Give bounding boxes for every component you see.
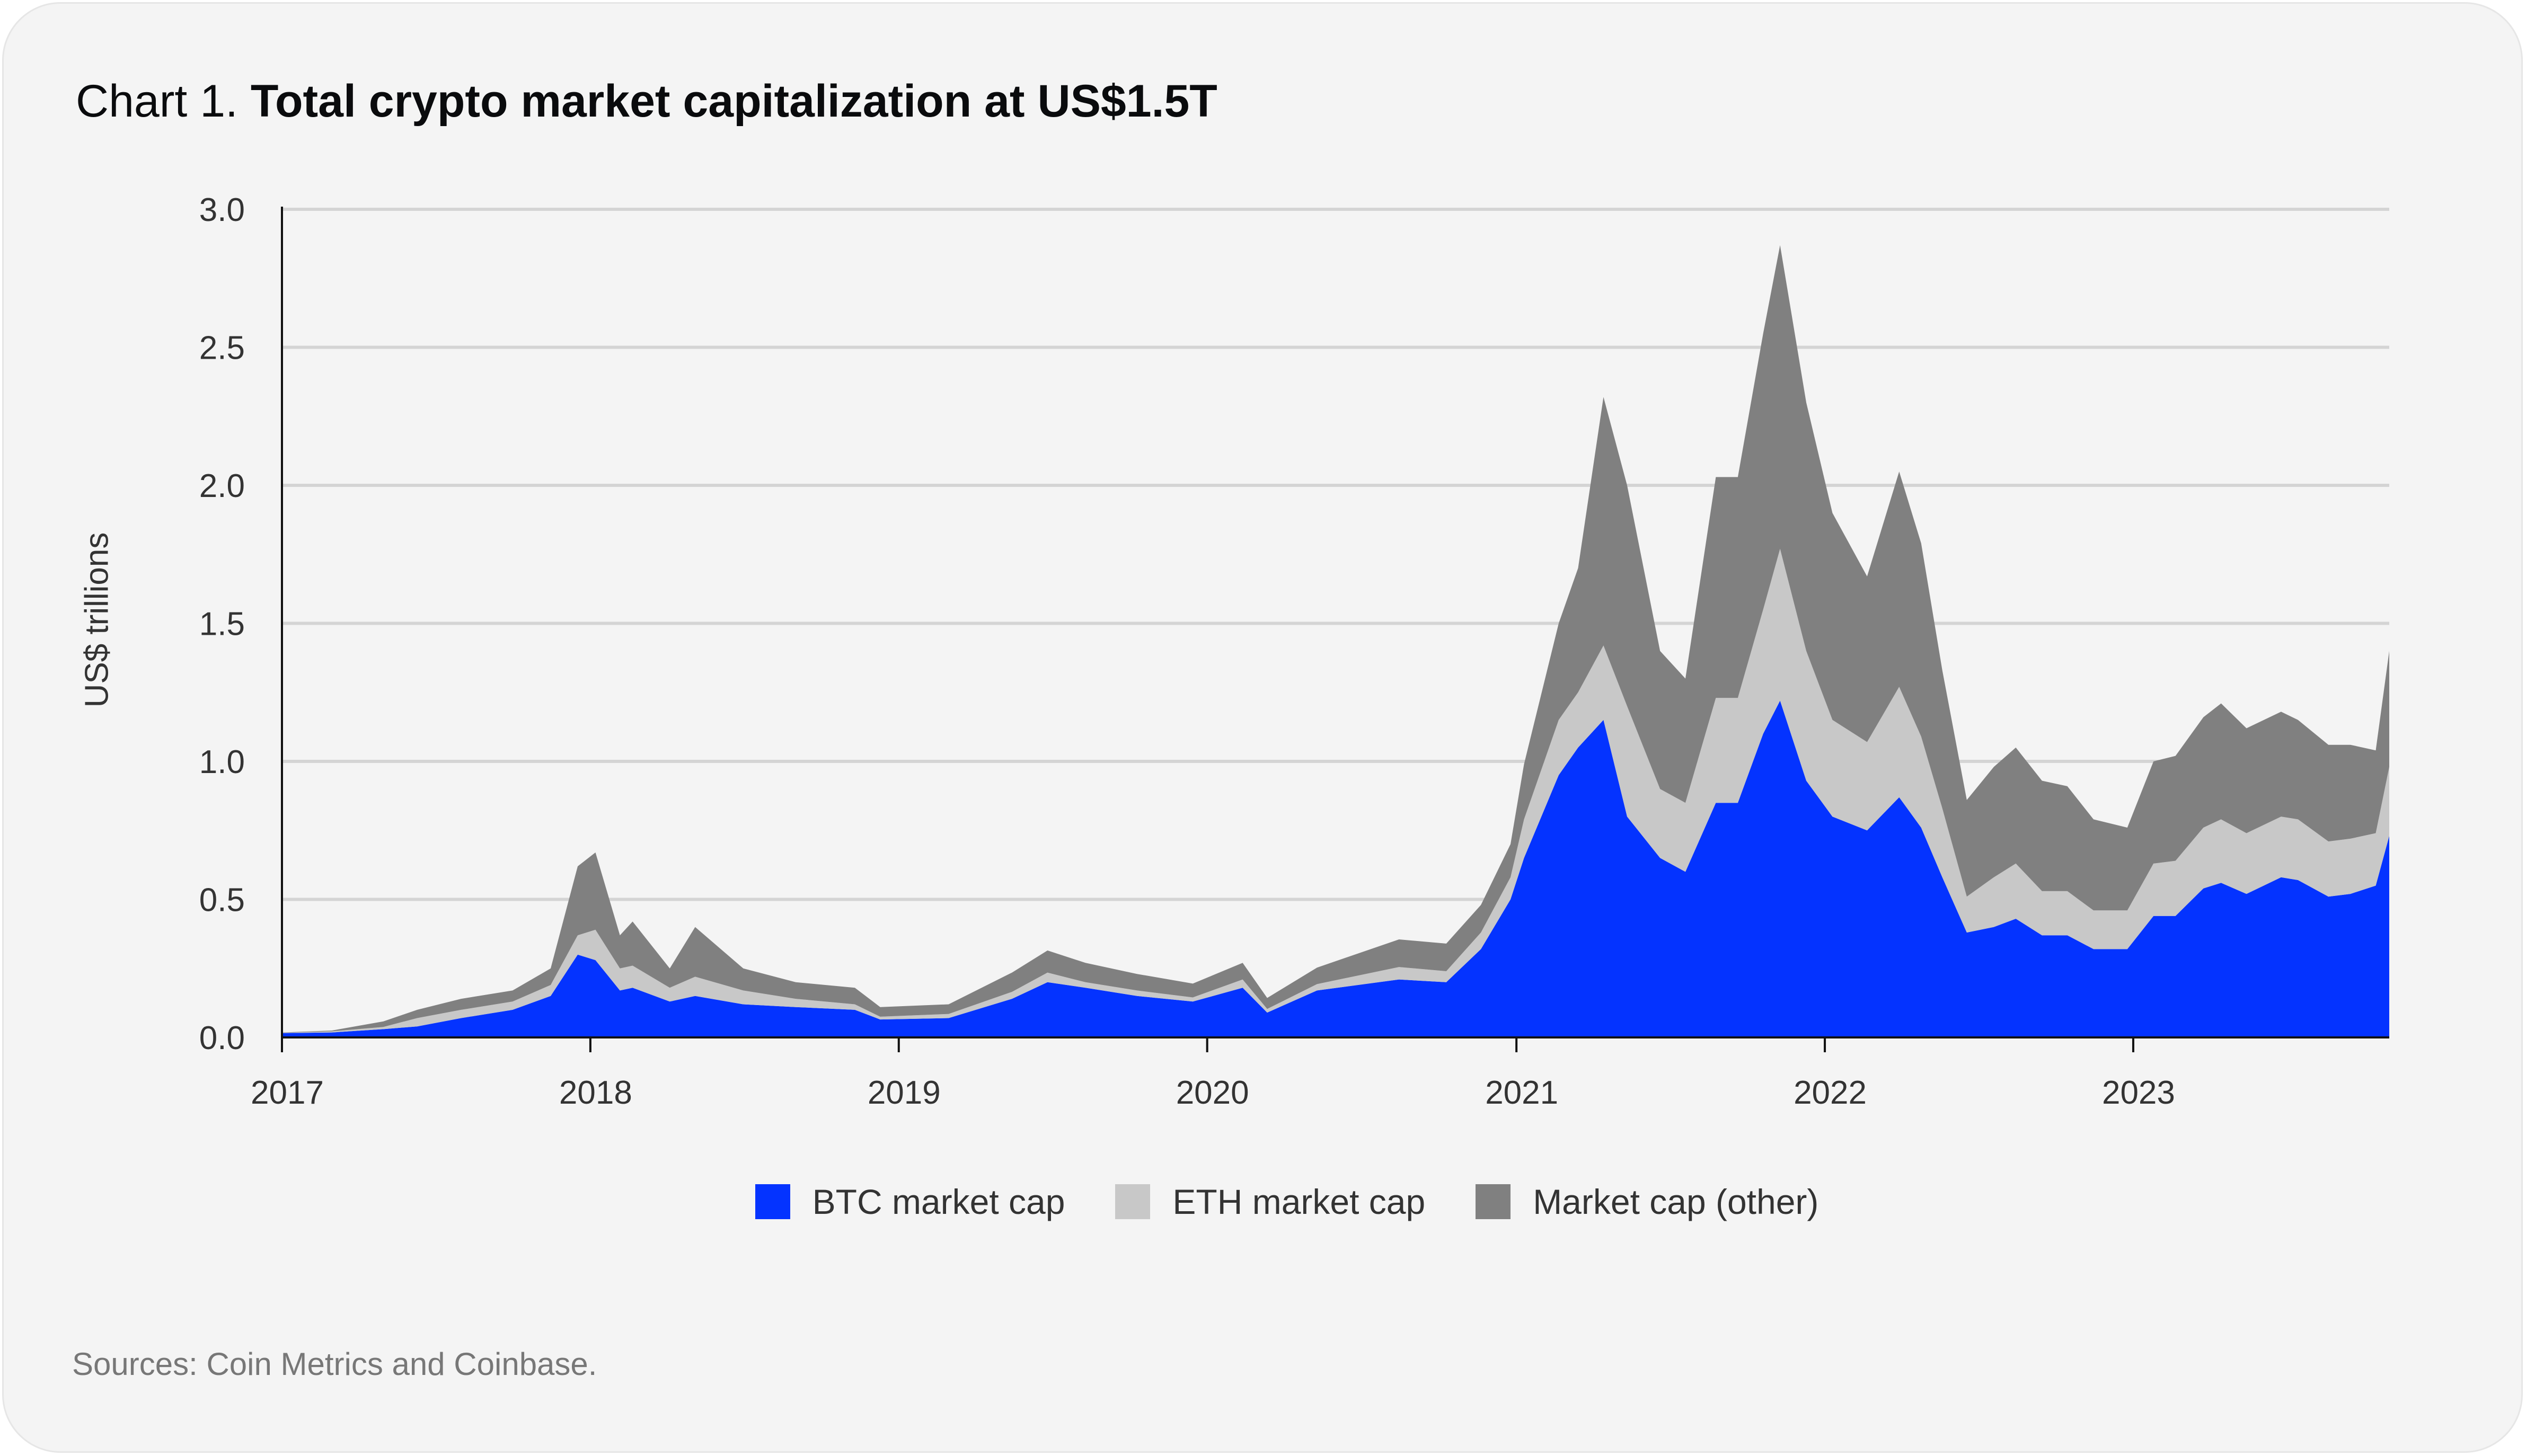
y-tick-label: 2.5 xyxy=(199,330,245,367)
chart-title-text: Total crypto market capitalization at US… xyxy=(250,76,1217,127)
chart-number: Chart 1. xyxy=(76,76,238,127)
y-tick-label: 3.0 xyxy=(199,192,245,228)
y-tick-label: 1.0 xyxy=(199,744,245,780)
x-tick-label: 2020 xyxy=(1176,1075,1249,1111)
x-tick-label: 2021 xyxy=(1485,1075,1558,1111)
area-btc xyxy=(282,700,2389,1037)
y-tick-label: 0.0 xyxy=(199,1020,245,1057)
x-tick-label: 2019 xyxy=(868,1075,941,1111)
legend-label-other: Market cap (other) xyxy=(1533,1182,1819,1221)
x-tick-label: 2023 xyxy=(2102,1075,2175,1111)
legend-swatch-other xyxy=(1476,1184,1511,1219)
y-tick-label: 2.0 xyxy=(199,468,245,504)
x-tick-label: 2022 xyxy=(1794,1075,1867,1111)
legend-swatch-eth xyxy=(1115,1184,1151,1219)
legend-swatch-btc xyxy=(755,1184,790,1219)
legend-item-eth: ETH market cap xyxy=(1115,1182,1425,1222)
legend: BTC market cap ETH market cap Market cap… xyxy=(24,1182,2526,1222)
legend-label-eth: ETH market cap xyxy=(1172,1182,1426,1221)
y-tick-label: 1.5 xyxy=(199,606,245,643)
legend-item-btc: BTC market cap xyxy=(755,1182,1065,1222)
chart-title: Chart 1. Total crypto market capitalizat… xyxy=(76,75,1217,128)
x-tick-label: 2017 xyxy=(251,1075,324,1111)
legend-item-other: Market cap (other) xyxy=(1476,1182,1818,1222)
y-axis-label: US$ trillions xyxy=(78,532,116,708)
x-tick-label: 2018 xyxy=(559,1075,632,1111)
source-note: Sources: Coin Metrics and Coinbase. xyxy=(72,1346,597,1382)
legend-label-btc: BTC market cap xyxy=(812,1182,1065,1221)
y-tick-label: 0.5 xyxy=(199,882,245,919)
